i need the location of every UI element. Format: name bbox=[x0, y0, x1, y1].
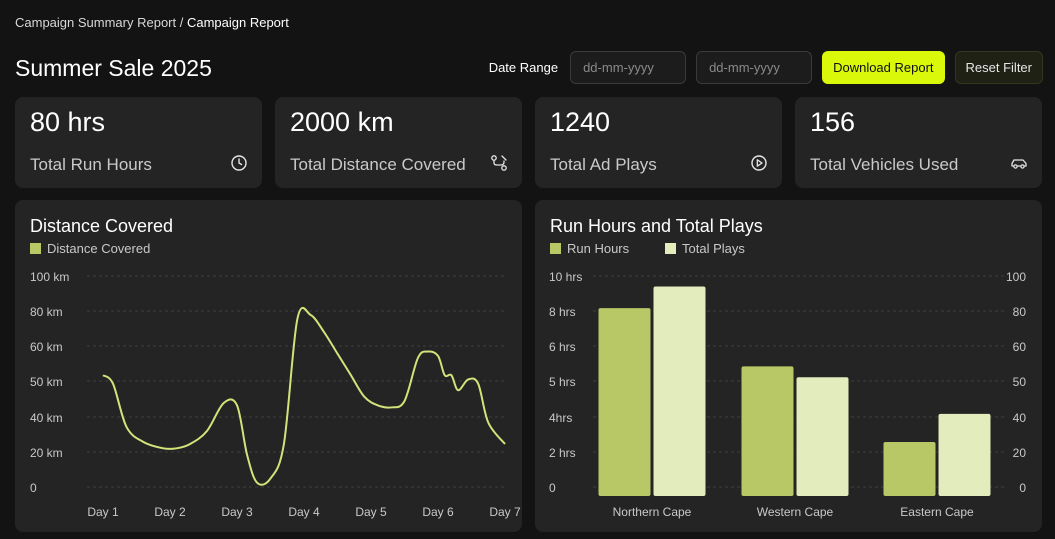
y-right-tick-label: 0 bbox=[1019, 481, 1026, 495]
x-tick-label: Day 5 bbox=[355, 505, 387, 519]
legend-label: Run Hours bbox=[567, 241, 630, 256]
chart-title: Distance Covered bbox=[30, 216, 174, 236]
x-tick-label: Day 6 bbox=[422, 505, 454, 519]
x-tick-label: Day 7 bbox=[489, 505, 521, 519]
run-hours-bar bbox=[741, 366, 794, 496]
run-hours-bar bbox=[598, 308, 651, 496]
y-left-tick-label: 0 bbox=[549, 481, 556, 495]
stat-card-run-hours: 80 hrs Total Run Hours bbox=[15, 97, 262, 188]
y-tick-label: 80 km bbox=[30, 305, 63, 319]
total-plays-bar bbox=[796, 377, 849, 496]
y-right-tick-label: 60 bbox=[1013, 340, 1027, 354]
chart-legend: Distance Covered bbox=[30, 241, 150, 256]
distance-series-line bbox=[102, 306, 506, 486]
stat-value: 1240 bbox=[550, 107, 611, 137]
legend-swatch bbox=[665, 243, 676, 254]
date-range-label: Date Range bbox=[488, 60, 559, 75]
x-tick-label: Day 2 bbox=[154, 505, 186, 519]
run-hours-plays-panel: Run Hours and Total Plays Run Hours Tota… bbox=[535, 200, 1042, 532]
y-right-tick-label: 80 bbox=[1013, 305, 1027, 319]
breadcrumb-separator: / bbox=[176, 15, 187, 30]
distance-chart-panel: Distance Covered Distance Covered 0 20 km… bbox=[15, 200, 522, 532]
breadcrumb-current: Campaign Report bbox=[186, 15, 289, 30]
legend-label: Distance Covered bbox=[47, 241, 151, 256]
start-date-input[interactable] bbox=[570, 51, 687, 84]
y-tick-label: 100 km bbox=[30, 270, 69, 284]
run-hours-bar-chart: 0 0 2 hrs 20 4hrs 40 5 hrs 50 6 hrs 60 8 hrs 80 10 h… bbox=[549, 270, 1027, 519]
breadcrumb: Campaign Summary Report / Campaign Repor… bbox=[15, 15, 289, 30]
x-category-label: Eastern Cape bbox=[900, 505, 974, 519]
play-icon bbox=[751, 155, 767, 171]
y-tick-label: 20 km bbox=[30, 446, 63, 460]
y-left-tick-label: 4hrs bbox=[549, 411, 572, 425]
filter-bar: Date Range Download Report Reset Filter bbox=[489, 51, 1043, 84]
legend-label: Total Plays bbox=[682, 241, 745, 256]
legend-swatch bbox=[550, 243, 561, 254]
car-icon bbox=[1011, 159, 1027, 169]
total-plays-bar bbox=[938, 413, 991, 496]
stat-card-ad-plays: 1240 Total Ad Plays bbox=[535, 97, 782, 188]
chart-legend-total-plays: Total Plays bbox=[665, 241, 745, 256]
reset-filter-button[interactable]: Reset Filter bbox=[954, 51, 1043, 84]
page-title: Summer Sale 2025 bbox=[15, 55, 212, 81]
y-right-tick-label: 50 bbox=[1013, 375, 1027, 389]
y-left-tick-label: 2 hrs bbox=[549, 446, 576, 460]
stat-label: Total Run Hours bbox=[30, 155, 152, 174]
end-date-input[interactable] bbox=[696, 51, 813, 84]
stat-value: 156 bbox=[810, 107, 856, 137]
x-tick-label: Day 4 bbox=[288, 505, 320, 519]
x-category-label: Western Cape bbox=[757, 505, 834, 519]
y-tick-label: 60 km bbox=[30, 340, 63, 354]
distance-line-chart: 0 20 km 40 km 50 km 60 km 80 km 100 km Day 1 Day… bbox=[30, 270, 521, 519]
legend-swatch bbox=[30, 243, 41, 254]
stat-value: 2000 km bbox=[290, 107, 394, 137]
stat-card-distance: 2000 km Total Distance Covered bbox=[275, 97, 522, 188]
x-category-label: Northern Cape bbox=[613, 505, 692, 519]
chart-title: Run Hours and Total Plays bbox=[550, 216, 763, 236]
chart-legend-run-hours: Run Hours bbox=[550, 241, 629, 256]
download-report-button[interactable]: Download Report bbox=[822, 51, 945, 84]
y-tick-label: 0 bbox=[30, 481, 37, 495]
breadcrumb-parent-link[interactable]: Campaign Summary Report bbox=[15, 15, 177, 30]
stat-label: Total Distance Covered bbox=[290, 155, 466, 174]
y-right-tick-label: 40 bbox=[1013, 411, 1027, 425]
y-right-tick-label: 100 bbox=[1006, 270, 1026, 284]
stat-label: Total Vehicles Used bbox=[810, 155, 959, 174]
stat-card-vehicles: 156 Total Vehicles Used bbox=[795, 97, 1042, 188]
y-tick-label: 50 km bbox=[30, 375, 63, 389]
clock-icon bbox=[231, 155, 247, 171]
y-tick-label: 40 km bbox=[30, 411, 63, 425]
x-tick-label: Day 1 bbox=[87, 505, 119, 519]
y-left-tick-label: 10 hrs bbox=[549, 270, 582, 284]
y-left-tick-label: 5 hrs bbox=[549, 375, 576, 389]
route-icon bbox=[491, 155, 507, 171]
total-plays-bar bbox=[653, 286, 706, 496]
y-left-tick-label: 8 hrs bbox=[549, 305, 576, 319]
x-tick-label: Day 3 bbox=[221, 505, 253, 519]
y-left-tick-label: 6 hrs bbox=[549, 340, 576, 354]
y-right-tick-label: 20 bbox=[1013, 446, 1027, 460]
stat-label: Total Ad Plays bbox=[550, 155, 657, 174]
run-hours-bar bbox=[883, 442, 936, 496]
stat-value: 80 hrs bbox=[30, 107, 106, 137]
